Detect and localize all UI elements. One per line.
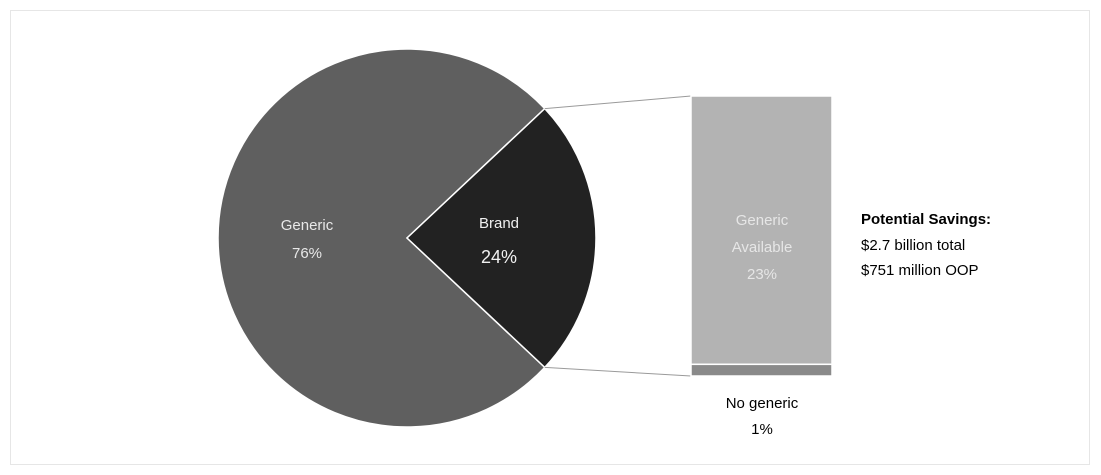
savings-note-title: Potential Savings: <box>861 211 991 228</box>
pie <box>217 48 597 428</box>
connector-lines <box>544 95 692 377</box>
brand-slice-value: 24% <box>481 247 517 267</box>
savings-note-line-total: $2.7 billion total <box>861 237 965 254</box>
no-generic-label: No generic <box>726 395 799 412</box>
brand-slice <box>405 107 597 369</box>
breakdown-bar <box>690 95 833 377</box>
no-generic-segment <box>690 363 833 377</box>
savings-note-line-oop: $751 million OOP <box>861 262 979 279</box>
brand-slice-label: Brand <box>479 215 519 232</box>
no-generic-value: 1% <box>751 421 773 438</box>
generic-slice <box>217 48 546 428</box>
connector-line-top <box>544 95 692 110</box>
generic-available-segment <box>690 95 833 366</box>
generic-slice-value: 76% <box>292 245 322 262</box>
generic-available-label-line1: Generic <box>736 212 789 229</box>
generic-available-value: 23% <box>747 266 777 283</box>
connector-line-bottom <box>544 366 692 377</box>
generic-slice-label: Generic <box>281 217 334 234</box>
generic-available-label-line2: Available <box>732 239 793 256</box>
labels: Generic 76% Brand 24% Generic Available … <box>281 211 991 438</box>
